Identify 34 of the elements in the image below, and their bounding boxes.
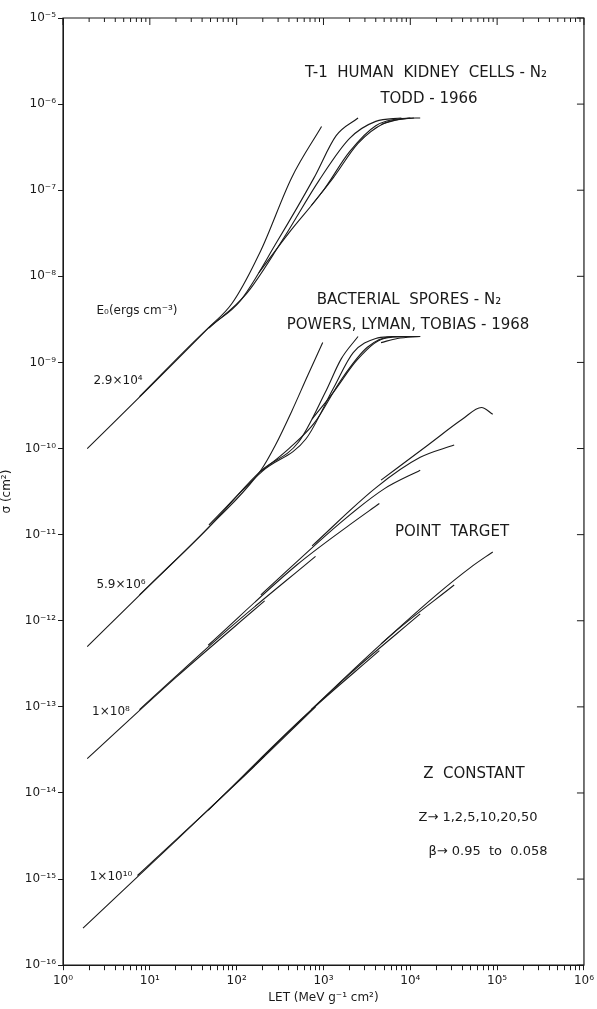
annotation: POINT TARGET <box>394 522 510 540</box>
x-tick-label: 10² <box>226 972 247 987</box>
annotation: POWERS, LYMAN, TOBIAS - 1968 <box>286 315 530 333</box>
y-tick-label: 10⁻¹⁴ <box>24 785 57 800</box>
annotation: E₀(ergs cm⁻³) <box>96 303 178 317</box>
y-tick-label: 10⁻⁸ <box>29 268 57 283</box>
x-tick-label: 10⁴ <box>400 972 421 987</box>
x-tick-label: 10¹ <box>139 972 161 987</box>
y-tick-label: 10⁻¹² <box>24 612 57 627</box>
x-tick-label: 10⁵ <box>487 972 508 987</box>
x-tick-label: 10⁰ <box>52 972 74 987</box>
y-tick-label: 10⁻⁵ <box>29 10 57 25</box>
annotation: 2.9×10⁴ <box>93 373 143 387</box>
y-axis-title: σ (cm²) <box>0 469 14 514</box>
y-tick-label: 10⁻¹⁰ <box>24 440 57 455</box>
x-tick-label: 10⁶ <box>573 972 595 987</box>
annotation: 5.9×10⁶ <box>96 577 146 591</box>
y-tick-label: 10⁻¹⁶ <box>24 957 57 972</box>
annotation: β→ 0.95 to 0.058 <box>428 842 548 858</box>
x-axis-title: LET (MeV g⁻¹ cm²) <box>268 989 379 1004</box>
annotation: T-1 HUMAN KIDNEY CELLS - N₂ <box>304 63 548 81</box>
annotation: TODD - 1966 <box>380 89 478 107</box>
annotation: Z CONSTANT <box>423 764 525 782</box>
y-tick-label: 10⁻⁹ <box>29 354 57 369</box>
annotation: Z→ 1,2,5,10,20,50 <box>418 808 538 824</box>
annotation: 1×10⁸ <box>92 704 130 718</box>
y-tick-label: 10⁻¹³ <box>24 699 57 713</box>
x-tick-label: 10³ <box>313 972 334 987</box>
y-tick-label: 10⁻⁶ <box>29 96 57 111</box>
annotation: 1×10¹⁰ <box>89 869 133 883</box>
y-tick-label: 10⁻⁷ <box>29 182 57 197</box>
y-tick-label: 10⁻¹¹ <box>24 526 57 541</box>
y-tick-label: 10⁻¹⁵ <box>24 871 57 886</box>
annotation: BACTERIAL SPORES - N₂ <box>316 290 502 308</box>
